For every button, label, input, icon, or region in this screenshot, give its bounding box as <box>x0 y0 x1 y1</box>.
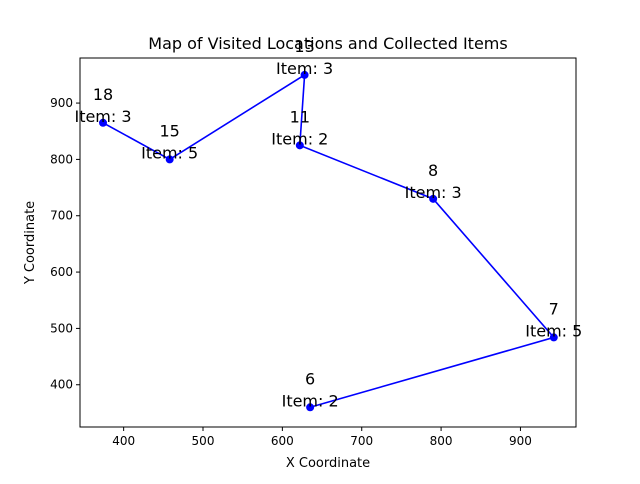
y-axis-label: Y Coordinate <box>23 201 38 285</box>
x-tick-label: 500 <box>192 434 215 448</box>
item-count-label: Item: 3 <box>74 107 131 126</box>
item-count-label: Item: 2 <box>282 391 339 410</box>
location-point <box>165 155 174 164</box>
y-tick-label: 500 <box>50 321 73 335</box>
location-id-label: 15 <box>159 121 179 140</box>
plot-layer <box>99 70 558 412</box>
x-tick-label: 900 <box>509 434 532 448</box>
y-tick-label: 800 <box>50 152 73 166</box>
y-tick-label: 700 <box>50 209 73 223</box>
location-id-label: 18 <box>93 85 113 104</box>
location-id-label: 6 <box>305 369 315 388</box>
y-tick-label: 600 <box>50 265 73 279</box>
location-point <box>295 141 304 150</box>
location-id-label: 8 <box>428 161 438 180</box>
item-count-label: Item: 5 <box>525 321 582 340</box>
y-tick-label: 400 <box>50 378 73 392</box>
location-point <box>99 118 108 127</box>
location-point <box>306 403 315 412</box>
x-tick-label: 600 <box>271 434 294 448</box>
y-axis-ticks: 400 500 600 700 800 900 <box>50 96 80 392</box>
location-point <box>300 70 309 79</box>
plot-frame <box>79 57 577 428</box>
x-axis-label: X Coordinate <box>286 456 370 471</box>
x-tick-label: 400 <box>112 434 135 448</box>
location-point <box>549 333 558 342</box>
x-tick-label: 800 <box>430 434 453 448</box>
item-count-label: Item: 5 <box>141 143 198 162</box>
item-count-label: Item: 2 <box>271 129 328 148</box>
item-count-label: Item: 3 <box>405 183 462 202</box>
location-id-label: 11 <box>290 107 310 126</box>
y-tick-label: 900 <box>50 96 73 110</box>
location-point <box>429 194 438 203</box>
location-id-label: 13 <box>294 37 314 56</box>
item-count-label: Item: 3 <box>276 59 333 78</box>
x-axis-ticks: 400 500 600 700 800 900 <box>112 427 532 448</box>
point-annotations: 18 Item: 3 15 Item: 5 13 Item: 3 11 Item: 2 8 Ite… <box>74 37 582 410</box>
chart-title: Map of Visited Locations and Collected I… <box>148 34 507 53</box>
location-id-label: 7 <box>549 299 559 318</box>
x-tick-label: 700 <box>350 434 373 448</box>
